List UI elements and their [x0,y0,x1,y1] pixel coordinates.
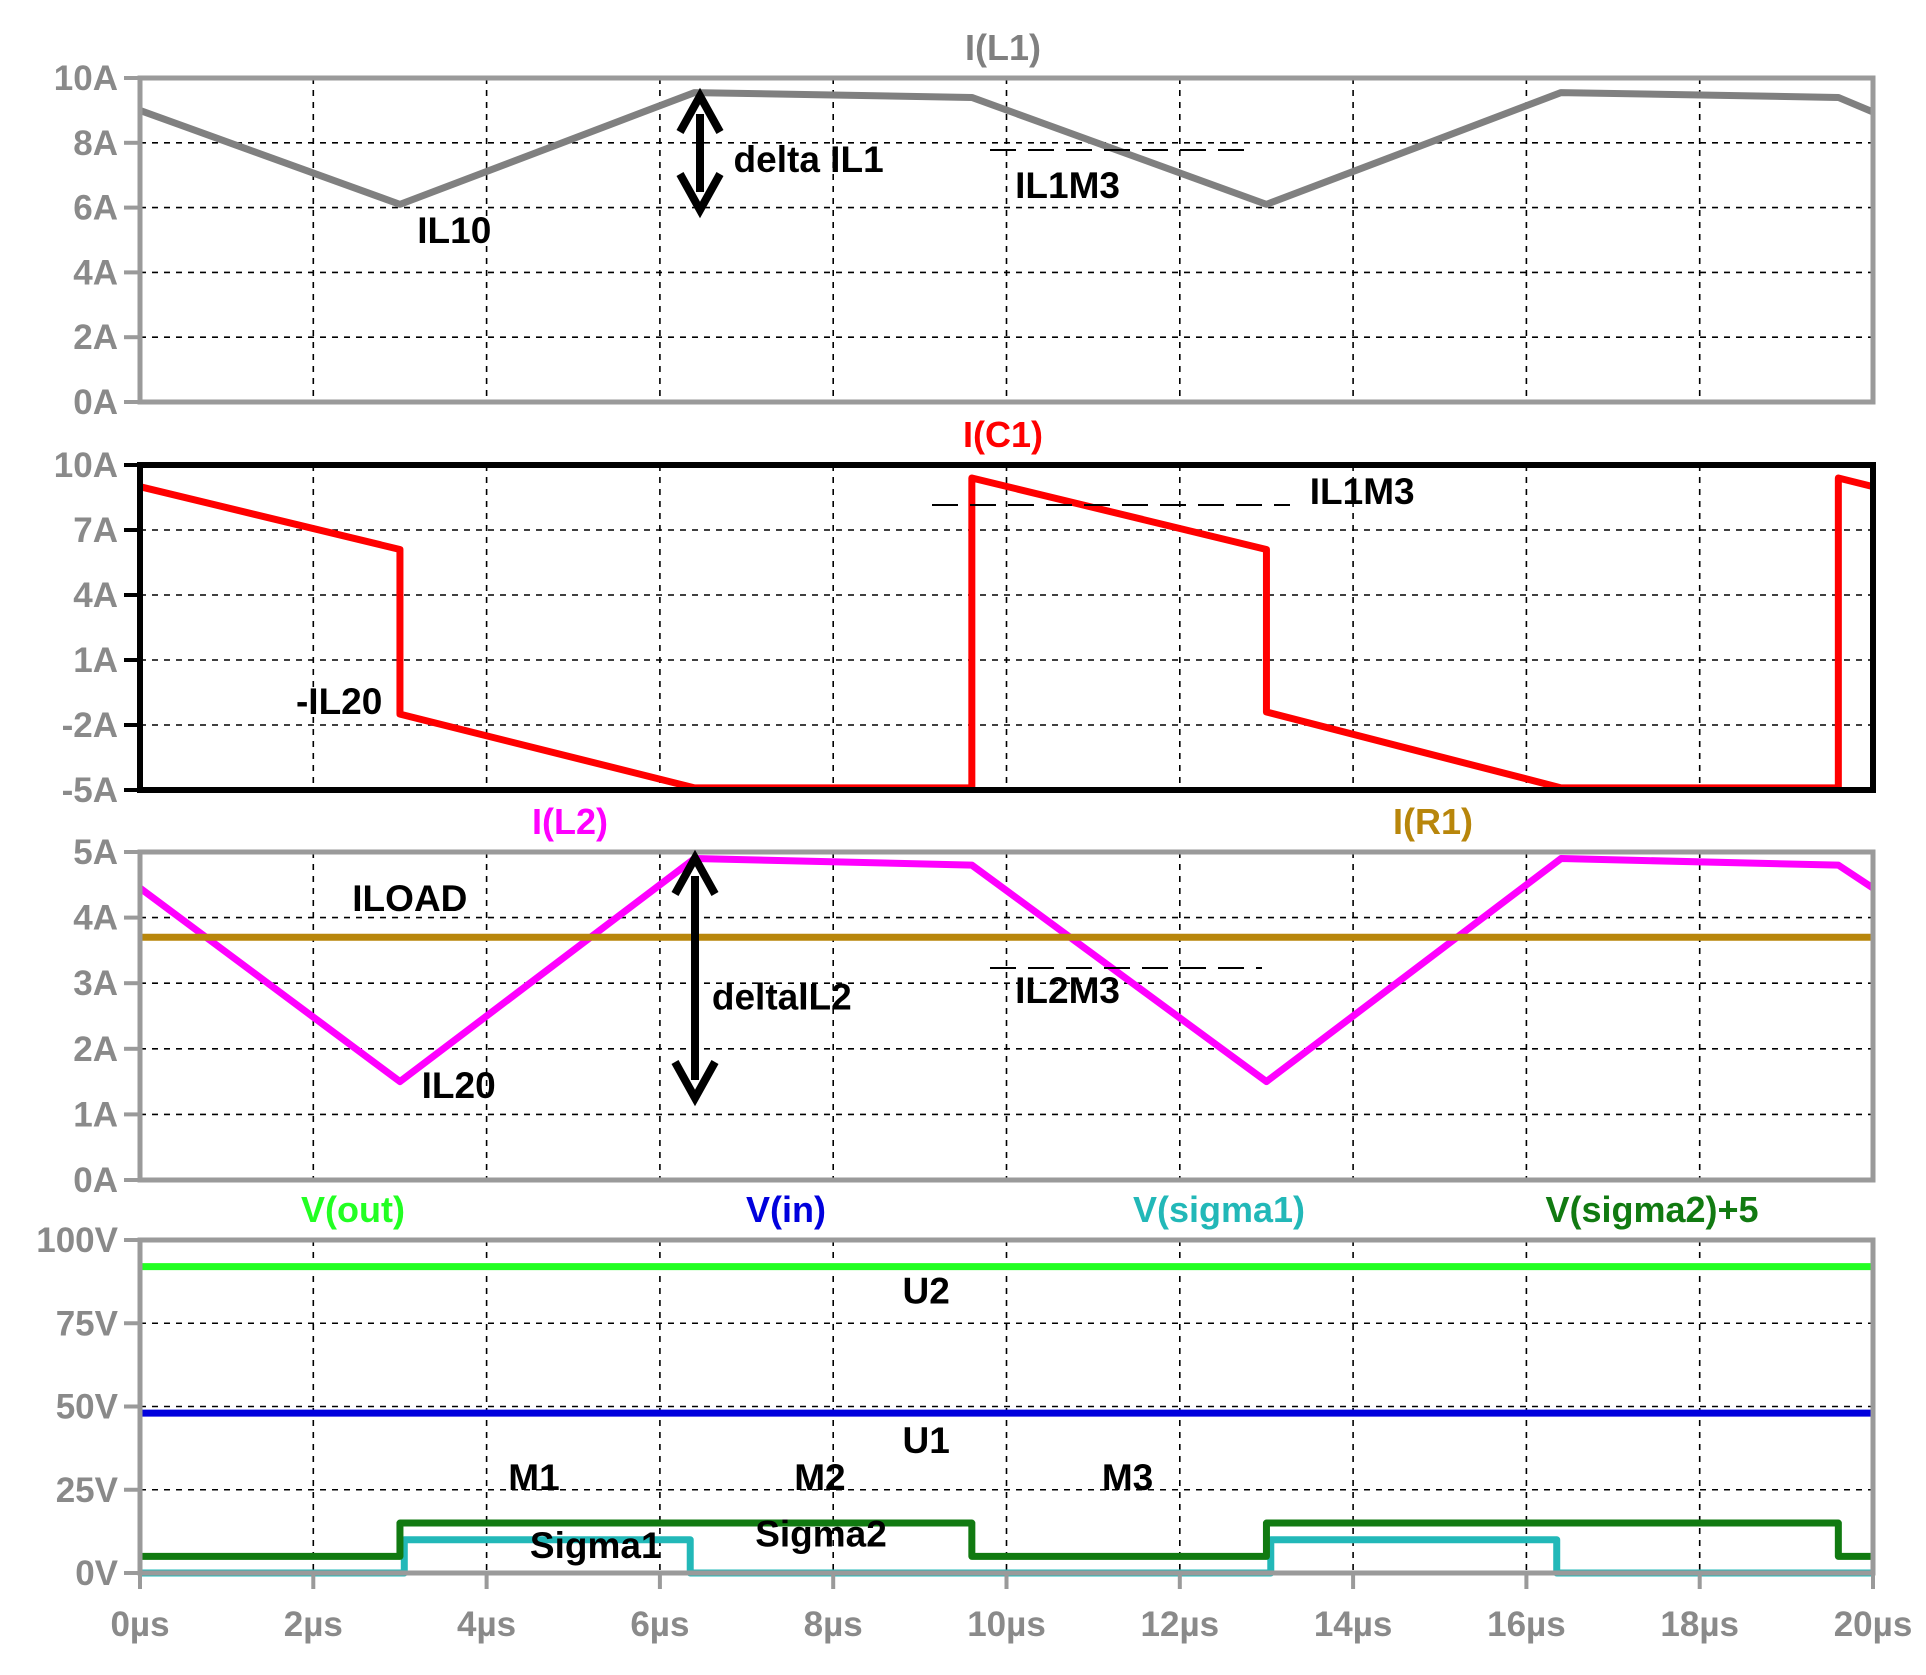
x-tick-label: 16µs [1487,1605,1566,1644]
x-tick-label: 14µs [1314,1605,1393,1644]
series-line-V(sigma2)+5 [140,1519,1873,1560]
annotation-sigma1: Sigma1 [530,1525,662,1566]
annotation-il1m3-ic1: IL1M3 [1310,471,1415,512]
annotation-m2: M2 [794,1457,845,1498]
x-tick-label: 10µs [967,1605,1046,1644]
y-tick-label: 4A [73,253,118,292]
y-tick-label: 0A [73,1161,118,1200]
series-title-il1: I(L1) [965,27,1041,68]
y-tick-label: 3A [73,964,118,1003]
arrow-head-up [676,87,724,134]
x-tick-label: 2µs [284,1605,343,1644]
y-tick-label: 75V [56,1304,119,1343]
y-tick-label: 10A [54,446,118,485]
y-tick-label: 5A [73,833,118,872]
y-tick-label: -2A [62,706,118,745]
annotation-sigma2: Sigma2 [755,1513,887,1554]
panel-ic1: -5A -2A 1A 4A 7A 10A I(C1) -IL20 IL1M3 [54,414,1876,810]
annotation-u1: U1 [903,1420,950,1461]
x-tick-label: 12µs [1141,1605,1220,1644]
annotation-u2: U2 [903,1270,950,1311]
y-tick-label: 4A [73,899,118,938]
y-tick-label: 10A [54,59,118,98]
annotation-il1m3: IL1M3 [1015,165,1120,206]
x-tick-label: 4µs [457,1605,516,1644]
annotation-minus-il20: -IL20 [296,681,382,722]
panel-il2-frame [137,849,1876,1183]
y-tick-label: 6A [73,189,118,228]
annotation-m1: M1 [508,1457,559,1498]
series-title-ir1: I(R1) [1393,801,1473,842]
panel-voltages: 0V 25V 50V 75V 100V 0µs 2µs 4µs 6µs 8µs 10µs 12µs 1… [36,1189,1912,1644]
arrow-head-down [671,1060,719,1107]
annotation-il2m3: IL2M3 [1015,970,1120,1011]
x-tick-label: 8µs [804,1605,863,1644]
annotation-m3: M3 [1102,1457,1153,1498]
y-tick-label: 2A [73,1030,118,1069]
y-tick-label: 8A [73,124,118,163]
annotation-delta-il2: deltaIL2 [712,976,852,1017]
annotation-delta-il1: delta IL1 [734,139,884,180]
series-line-I(C1) [139,474,1874,792]
y-tick-label: 2A [73,318,118,357]
y-tick-label: 100V [36,1221,118,1260]
y-tick-label: 7A [73,511,118,550]
x-tick-label: 0µs [110,1605,169,1644]
annotation-iload: ILOAD [352,878,467,919]
x-tick-label: 18µs [1660,1605,1739,1644]
panel-ic1-frame [137,462,1876,793]
series-title-vsigma1: V(sigma1) [1133,1189,1305,1230]
annotation-il20: IL20 [422,1065,496,1106]
y-tick-label: -5A [62,771,118,810]
y-tick-label: 50V [56,1388,119,1427]
y-tick-label: 0A [73,383,118,422]
marker-delta-il1 [676,87,724,219]
series-line-I(L2) [137,855,1875,1086]
series-title-il2: I(L2) [532,801,608,842]
y-tick-label: 0V [75,1554,118,1593]
panel-il1: 0A 2A 4A 6A 8A 10A I(L1) IL10 delta IL1 IL1M3 [54,27,1876,422]
marker-delta-il2 [671,849,719,1107]
x-tick-label: 20µs [1834,1605,1913,1644]
panel-il1-frame [137,75,1876,405]
y-tick-label: 4A [73,576,118,615]
series-title-vsigma2: V(sigma2)+5 [1545,1189,1758,1230]
annotation-il10: IL10 [417,210,491,251]
y-tick-label: 1A [73,641,118,680]
series-title-vout: V(out) [301,1189,405,1230]
x-tick-label: 6µs [630,1605,689,1644]
arrow-head-down [676,172,724,219]
series-title-ic1: I(C1) [963,414,1043,455]
arrow-head-up [671,849,719,896]
y-tick-label: 1A [73,1095,118,1134]
y-tick-label: 25V [56,1471,119,1510]
series-title-vin: V(in) [746,1189,826,1230]
